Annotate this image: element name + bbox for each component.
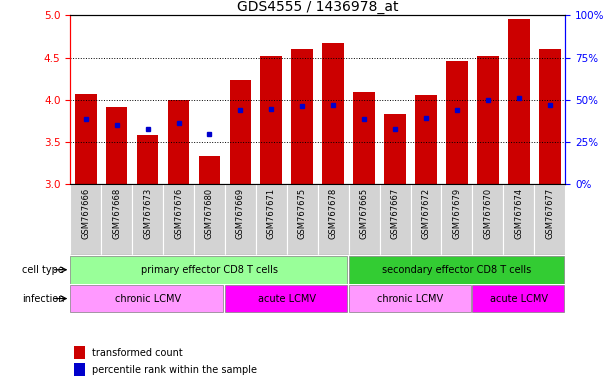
Bar (323, 43, 344, 184)
Bar (74, 346, 85, 359)
Bar (477, 56, 499, 184)
Text: GSM767675: GSM767675 (298, 188, 307, 239)
Text: GSM767666: GSM767666 (81, 188, 90, 239)
Bar (379, 184, 411, 255)
Bar (70, 184, 101, 255)
Text: acute LCMV: acute LCMV (258, 293, 316, 304)
Text: transformed count: transformed count (92, 348, 183, 358)
Bar (446, 61, 468, 184)
Bar (411, 184, 442, 255)
Bar (256, 184, 287, 255)
Text: cell type: cell type (22, 265, 64, 275)
Bar (75, 94, 97, 184)
Bar (132, 184, 163, 255)
Bar (472, 285, 563, 313)
Text: GSM767672: GSM767672 (422, 188, 431, 239)
Bar (291, 49, 313, 184)
Bar (199, 156, 221, 184)
Text: chronic LCMV: chronic LCMV (378, 293, 444, 304)
Bar (74, 363, 85, 376)
Text: acute LCMV: acute LCMV (490, 293, 548, 304)
Text: GSM767668: GSM767668 (112, 188, 121, 239)
Bar (70, 256, 347, 283)
Text: percentile rank within the sample: percentile rank within the sample (92, 365, 257, 375)
Bar (230, 79, 251, 184)
Text: infection: infection (21, 293, 64, 304)
Bar (225, 285, 347, 313)
Bar (106, 107, 128, 184)
Bar (508, 19, 530, 184)
Bar (539, 49, 560, 184)
Bar (101, 184, 132, 255)
Text: GSM767667: GSM767667 (390, 188, 400, 239)
Text: primary effector CD8 T cells: primary effector CD8 T cells (141, 265, 278, 275)
Text: GSM767677: GSM767677 (545, 188, 554, 239)
Bar (163, 184, 194, 255)
Bar (260, 56, 282, 184)
Bar (384, 114, 406, 184)
Bar (349, 285, 471, 313)
Text: GSM767670: GSM767670 (483, 188, 492, 239)
Bar (137, 135, 158, 184)
Bar (442, 184, 472, 255)
Title: GDS4555 / 1436978_at: GDS4555 / 1436978_at (237, 0, 398, 14)
Text: GSM767679: GSM767679 (452, 188, 461, 239)
Bar (415, 95, 437, 184)
Bar (534, 184, 565, 255)
Bar (503, 184, 534, 255)
Bar (70, 285, 224, 313)
Text: GSM767671: GSM767671 (267, 188, 276, 239)
Text: GSM767669: GSM767669 (236, 188, 245, 239)
Bar (167, 100, 189, 184)
Text: GSM767676: GSM767676 (174, 188, 183, 239)
Text: GSM767674: GSM767674 (514, 188, 523, 239)
Text: GSM767665: GSM767665 (360, 188, 368, 239)
Bar (225, 184, 256, 255)
Text: GSM767678: GSM767678 (329, 188, 338, 239)
Text: chronic LCMV: chronic LCMV (114, 293, 181, 304)
Bar (472, 184, 503, 255)
Bar (349, 184, 379, 255)
Text: secondary effector CD8 T cells: secondary effector CD8 T cells (382, 265, 532, 275)
Text: GSM767673: GSM767673 (143, 188, 152, 239)
Bar (194, 184, 225, 255)
Text: GSM767680: GSM767680 (205, 188, 214, 239)
Bar (353, 92, 375, 184)
Bar (318, 184, 349, 255)
Bar (349, 256, 563, 283)
Bar (287, 184, 318, 255)
